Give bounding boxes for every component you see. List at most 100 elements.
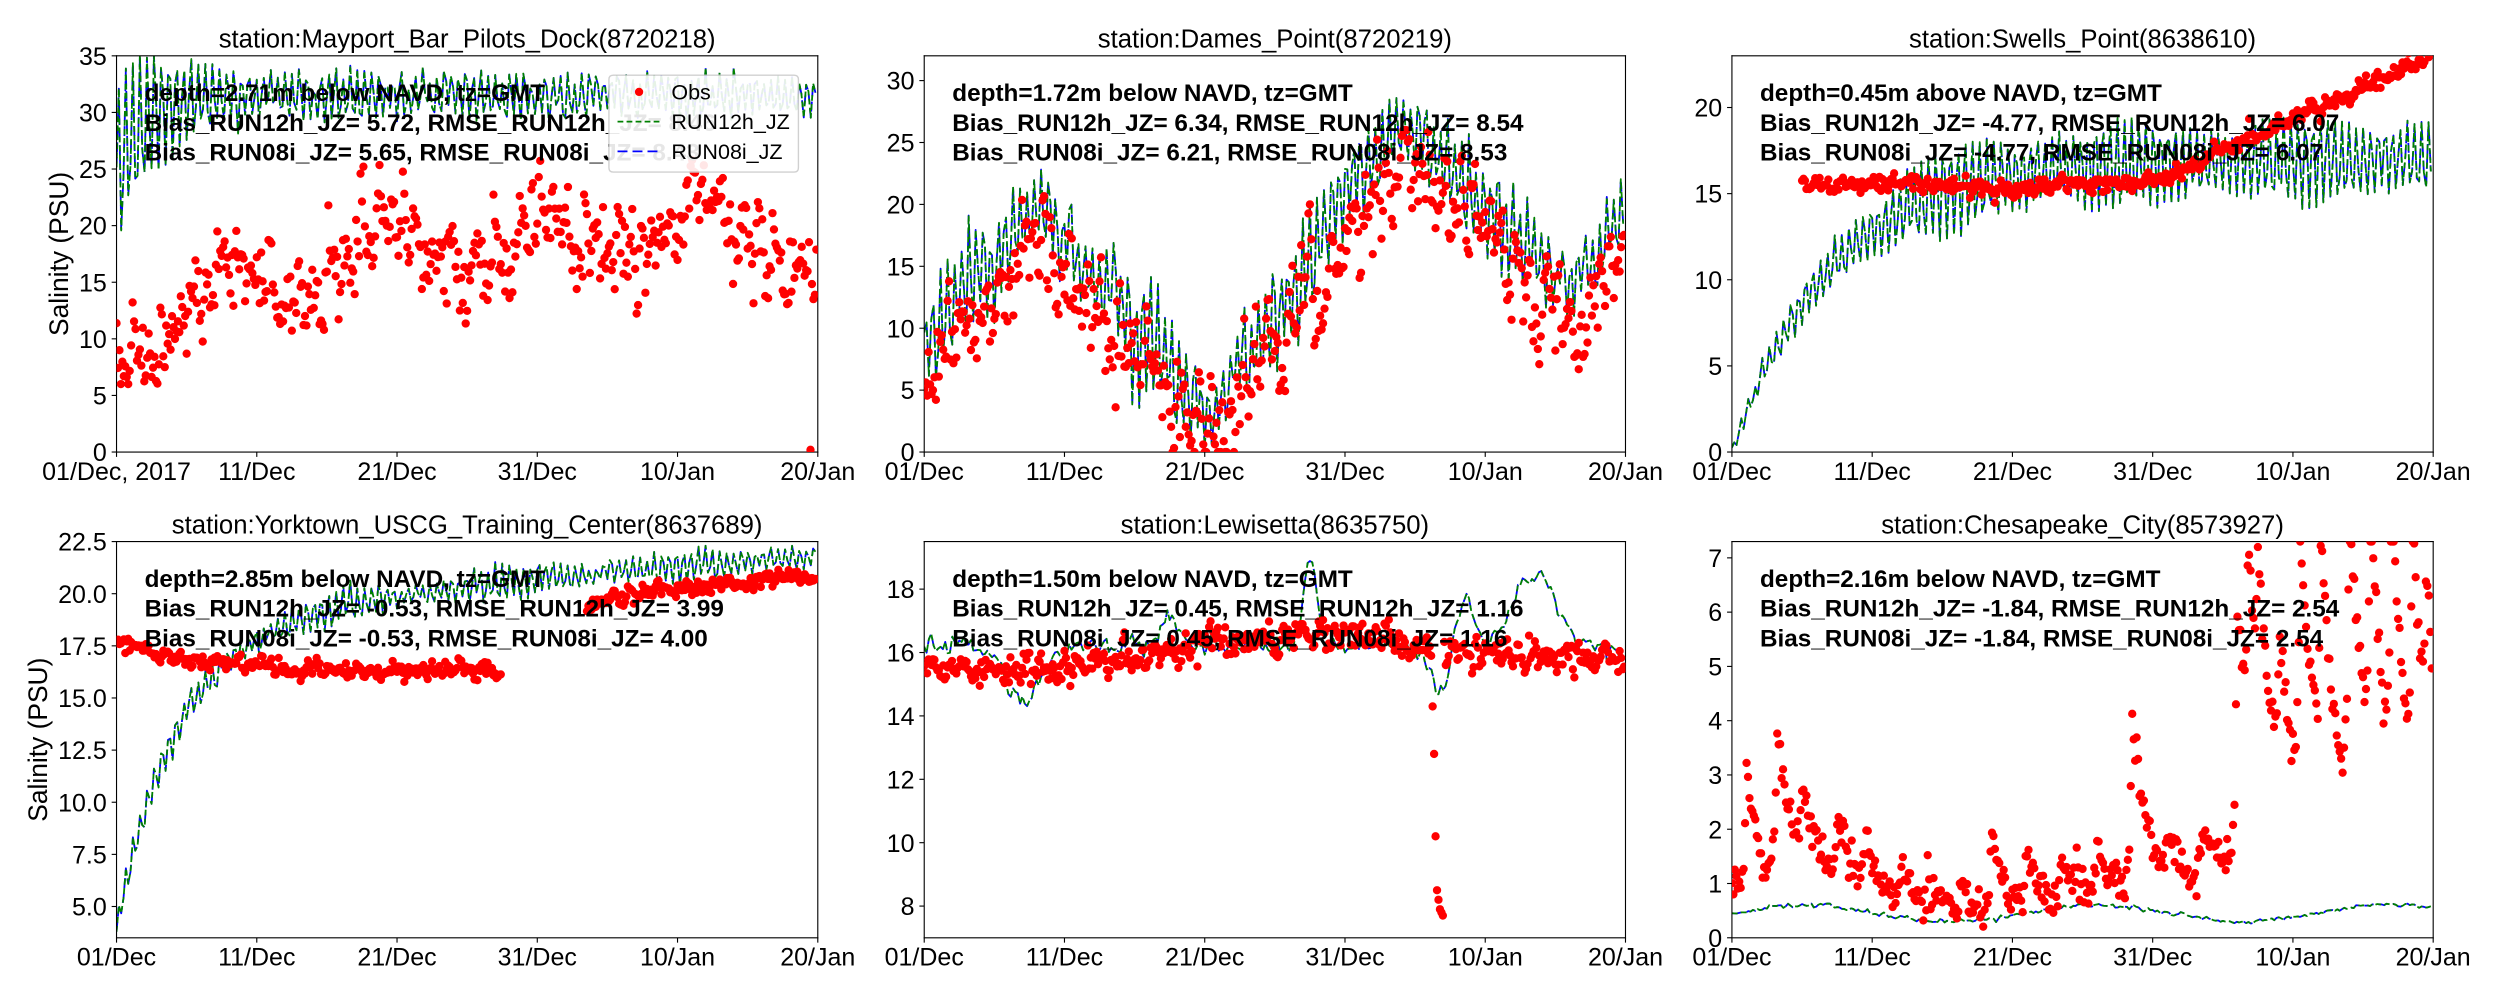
svg-text:Salinity (PSU): Salinity (PSU)	[44, 172, 74, 336]
svg-text:2: 2	[1708, 816, 1722, 844]
svg-text:17.5: 17.5	[58, 633, 107, 661]
svg-text:station:Yorktown_USCG_Training: station:Yorktown_USCG_Training_Center(86…	[172, 511, 763, 539]
svg-text:10/Jan: 10/Jan	[2255, 944, 2330, 972]
svg-text:depth=2.85m below NAVD, tz=GMT: depth=2.85m below NAVD, tz=GMT	[145, 566, 546, 593]
svg-text:station:Swells_Point(8638610): station:Swells_Point(8638610)	[1909, 26, 2256, 54]
svg-text:21/Dec: 21/Dec	[1973, 944, 2052, 972]
svg-text:station:Lewisetta(8635750): station:Lewisetta(8635750)	[1121, 511, 1429, 539]
svg-text:31/Dec: 31/Dec	[2113, 458, 2192, 486]
svg-text:12: 12	[887, 766, 915, 794]
svg-text:0: 0	[1708, 925, 1722, 953]
svg-text:20/Jan: 20/Jan	[2396, 944, 2471, 972]
svg-text:0: 0	[901, 439, 915, 467]
svg-text:20/Jan: 20/Jan	[1588, 944, 1663, 972]
svg-text:20.0: 20.0	[58, 581, 107, 609]
svg-text:11/Dec: 11/Dec	[1026, 458, 1103, 486]
svg-text:25: 25	[79, 156, 107, 184]
svg-text:18: 18	[887, 576, 915, 604]
svg-text:01/Dec: 01/Dec	[885, 944, 964, 972]
svg-text:31/Dec: 31/Dec	[498, 944, 577, 972]
svg-text:Bias_RUN08i_JZ= 6.21, RMSE_RUN: Bias_RUN08i_JZ= 6.21, RMSE_RUN08i_JZ= 8.…	[952, 140, 1507, 167]
svg-text:20: 20	[1694, 95, 1722, 123]
svg-text:depth=0.45m above NAVD, tz=GMT: depth=0.45m above NAVD, tz=GMT	[1760, 80, 2162, 107]
svg-text:35: 35	[79, 43, 107, 71]
svg-text:01/Dec, 2017: 01/Dec, 2017	[42, 458, 191, 486]
svg-text:1: 1	[1708, 871, 1722, 899]
svg-text:31/Dec: 31/Dec	[1305, 458, 1384, 486]
svg-text:station:Dames_Point(8720219): station:Dames_Point(8720219)	[1098, 26, 1452, 54]
svg-text:10/Jan: 10/Jan	[1448, 458, 1523, 486]
svg-text:10: 10	[79, 326, 107, 354]
svg-text:14: 14	[887, 703, 915, 731]
svg-text:0: 0	[93, 439, 107, 467]
svg-text:5: 5	[1708, 353, 1722, 381]
svg-text:7: 7	[1708, 545, 1722, 573]
svg-text:01/Dec: 01/Dec	[885, 458, 964, 486]
svg-text:depth=2.16m below NAVD, tz=GMT: depth=2.16m below NAVD, tz=GMT	[1760, 566, 2161, 593]
svg-text:Bias_RUN12h_JZ= -4.77, RMSE_RU: Bias_RUN12h_JZ= -4.77, RMSE_RUN12h_JZ= 6…	[1760, 110, 2339, 137]
svg-text:11/Dec: 11/Dec	[218, 458, 295, 486]
svg-text:Bias_RUN08i_JZ= 0.45, RMSE_RUN: Bias_RUN08i_JZ= 0.45, RMSE_RUN08i_JZ= 1.…	[952, 625, 1507, 652]
svg-text:11/Dec: 11/Dec	[1834, 458, 1911, 486]
svg-text:21/Dec: 21/Dec	[1973, 458, 2052, 486]
svg-text:25: 25	[887, 130, 915, 158]
svg-text:22.5: 22.5	[58, 529, 107, 557]
svg-text:station:Mayport_Bar_Pilots_Doc: station:Mayport_Bar_Pilots_Dock(8720218)	[219, 26, 716, 54]
svg-text:30: 30	[79, 99, 107, 127]
svg-text:01/Dec: 01/Dec	[1692, 458, 1771, 486]
svg-text:15: 15	[79, 269, 107, 297]
svg-text:7.5: 7.5	[72, 841, 107, 869]
svg-text:6: 6	[1708, 599, 1722, 627]
svg-text:Bias_RUN08i_JZ= -1.84, RMSE_RU: Bias_RUN08i_JZ= -1.84, RMSE_RUN08i_JZ= 2…	[1760, 625, 2324, 652]
svg-text:4: 4	[1708, 708, 1722, 736]
svg-text:31/Dec: 31/Dec	[498, 458, 577, 486]
svg-text:depth=1.50m below NAVD, tz=GMT: depth=1.50m below NAVD, tz=GMT	[952, 566, 1353, 593]
svg-text:Obs: Obs	[671, 80, 710, 104]
svg-text:21/Dec: 21/Dec	[1165, 944, 1244, 972]
svg-text:31/Dec: 31/Dec	[1305, 944, 1384, 972]
svg-text:21/Dec: 21/Dec	[357, 944, 436, 972]
svg-text:12.5: 12.5	[58, 737, 107, 765]
svg-text:5: 5	[901, 377, 915, 405]
svg-text:5: 5	[93, 382, 107, 410]
svg-text:20/Jan: 20/Jan	[1588, 458, 1663, 486]
svg-text:10.0: 10.0	[58, 789, 107, 817]
svg-text:16: 16	[887, 640, 915, 668]
svg-text:8: 8	[901, 893, 915, 921]
svg-text:10/Jan: 10/Jan	[640, 944, 715, 972]
svg-text:21/Dec: 21/Dec	[357, 458, 436, 486]
svg-text:01/Dec: 01/Dec	[1692, 944, 1771, 972]
svg-text:Salinity (PSU): Salinity (PSU)	[23, 658, 53, 822]
svg-text:10: 10	[1694, 267, 1722, 295]
svg-text:20: 20	[887, 191, 915, 219]
svg-text:Bias_RUN12h_JZ= -1.84, RMSE_RU: Bias_RUN12h_JZ= -1.84, RMSE_RUN12h_JZ= 2…	[1760, 596, 2340, 623]
svg-text:depth=2.71m below NAVD, tz=GMT: depth=2.71m below NAVD, tz=GMT	[145, 80, 546, 107]
svg-text:RUN12h_JZ: RUN12h_JZ	[671, 110, 789, 134]
svg-text:10/Jan: 10/Jan	[1448, 944, 1523, 972]
svg-text:11/Dec: 11/Dec	[1026, 944, 1103, 972]
svg-text:10: 10	[887, 315, 915, 343]
svg-text:10: 10	[887, 830, 915, 858]
svg-text:15.0: 15.0	[58, 685, 107, 713]
svg-text:0: 0	[1708, 439, 1722, 467]
svg-text:15: 15	[887, 253, 915, 281]
svg-text:30: 30	[887, 68, 915, 96]
svg-text:depth=1.72m below NAVD, tz=GMT: depth=1.72m below NAVD, tz=GMT	[952, 80, 1353, 107]
svg-text:11/Dec: 11/Dec	[218, 944, 295, 972]
svg-text:Bias_RUN12h_JZ= 6.34, RMSE_RUN: Bias_RUN12h_JZ= 6.34, RMSE_RUN12h_JZ= 8.…	[952, 110, 1524, 137]
svg-text:11/Dec: 11/Dec	[1834, 944, 1911, 972]
svg-text:20/Jan: 20/Jan	[2396, 458, 2471, 486]
svg-text:5.0: 5.0	[72, 894, 107, 922]
svg-text:10/Jan: 10/Jan	[640, 458, 715, 486]
svg-text:31/Dec: 31/Dec	[2113, 944, 2192, 972]
svg-text:20/Jan: 20/Jan	[780, 458, 855, 486]
svg-text:3: 3	[1708, 762, 1722, 790]
svg-text:Bias_RUN08i_JZ= -4.77, RMSE_RU: Bias_RUN08i_JZ= -4.77, RMSE_RUN08i_JZ= 6…	[1760, 140, 2323, 167]
svg-text:Bias_RUN12h_JZ= 0.45, RMSE_RUN: Bias_RUN12h_JZ= 0.45, RMSE_RUN12h_JZ= 1.…	[952, 596, 1523, 623]
svg-text:01/Dec: 01/Dec	[77, 944, 156, 972]
svg-text:20/Jan: 20/Jan	[780, 944, 855, 972]
svg-text:10/Jan: 10/Jan	[2255, 458, 2330, 486]
svg-text:station:Chesapeake_City(857392: station:Chesapeake_City(8573927)	[1881, 511, 2284, 539]
svg-text:21/Dec: 21/Dec	[1165, 458, 1244, 486]
svg-text:20: 20	[79, 213, 107, 241]
